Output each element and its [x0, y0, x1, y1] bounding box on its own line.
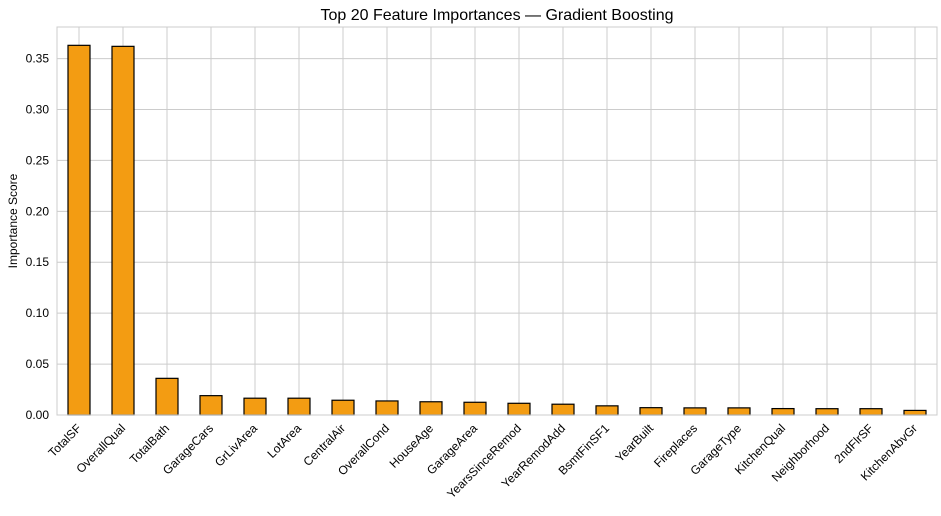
bar-YearsSinceRemod: [507, 402, 531, 416]
bar-HouseAge: [419, 401, 443, 416]
y-tick-label: 0.20: [26, 204, 50, 218]
y-tick-label: 0.00: [26, 408, 50, 422]
plot-frame: [56, 26, 938, 416]
y-tick-label: 0.35: [26, 52, 50, 66]
bar-GarageType: [727, 407, 751, 416]
bar-GarageArea: [463, 401, 487, 416]
bar-YearRemodAdd: [551, 403, 575, 416]
x-tick-label: YearBuilt: [613, 421, 657, 465]
bar-Fireplaces: [683, 407, 707, 416]
bar-BsmtFinSF1: [595, 405, 619, 416]
bar-TotalSF: [67, 44, 91, 416]
bar-TotalBath: [155, 377, 179, 416]
x-tick-label: LotArea: [265, 421, 305, 461]
bar-LotArea: [287, 397, 311, 416]
y-axis-label: Importance Score: [6, 173, 20, 268]
x-tick-label: 2ndFlrSF: [831, 421, 876, 466]
bar-OverallCond: [375, 400, 399, 416]
bar-KitchenAbvGr: [903, 409, 927, 416]
x-tick-label: YearsSinceRemod: [444, 421, 524, 501]
x-tick-label: TotalSF: [45, 421, 84, 460]
bar-2ndFlrSF: [859, 408, 883, 416]
bar-Neighborhood: [815, 408, 839, 416]
bar-KitchenQual: [771, 407, 795, 416]
bar-GarageCars: [199, 395, 223, 416]
x-tick-label: TotalBath: [127, 421, 172, 466]
y-tick-label: 0.10: [26, 306, 50, 320]
y-tick-label: 0.05: [26, 357, 50, 371]
bar-GrLivArea: [243, 397, 267, 416]
y-tick-label: 0.30: [26, 102, 50, 116]
bar-CentralAir: [331, 399, 355, 416]
x-tick-label: GrLivArea: [212, 421, 260, 469]
bar-YearBuilt: [639, 407, 663, 416]
chart-title: Top 20 Feature Importances — Gradient Bo…: [320, 7, 673, 24]
bar-OverallQual: [111, 45, 135, 416]
y-tick-label: 0.15: [26, 255, 50, 269]
y-tick-label: 0.25: [26, 153, 50, 167]
